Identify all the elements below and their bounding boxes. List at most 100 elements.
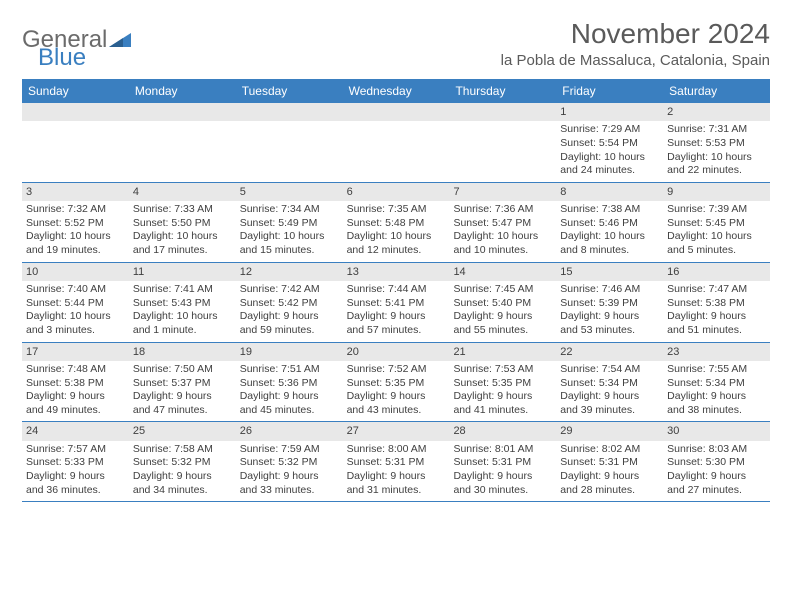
- sunset-text: Sunset: 5:35 PM: [347, 377, 446, 391]
- day-cell: 15Sunrise: 7:46 AMSunset: 5:39 PMDayligh…: [556, 263, 663, 342]
- daylight-text: Daylight: 9 hours and 57 minutes.: [347, 310, 446, 337]
- daylight-text: Daylight: 10 hours and 15 minutes.: [240, 230, 339, 257]
- day-cell: 7Sunrise: 7:36 AMSunset: 5:47 PMDaylight…: [449, 183, 556, 262]
- day-cell: [22, 103, 129, 182]
- logo-text-blue-wrap: Blue: [38, 44, 86, 72]
- day-number-empty: [236, 103, 343, 121]
- daylight-text: Daylight: 9 hours and 34 minutes.: [133, 470, 232, 497]
- calendar: Sunday Monday Tuesday Wednesday Thursday…: [22, 79, 770, 502]
- sunset-text: Sunset: 5:31 PM: [453, 456, 552, 470]
- day-number: 3: [22, 183, 129, 201]
- day-info: Sunrise: 7:32 AMSunset: 5:52 PMDaylight:…: [26, 203, 125, 258]
- sunset-text: Sunset: 5:42 PM: [240, 297, 339, 311]
- sunrise-text: Sunrise: 7:53 AM: [453, 363, 552, 377]
- sunrise-text: Sunrise: 7:31 AM: [667, 123, 766, 137]
- day-header-tue: Tuesday: [236, 79, 343, 103]
- day-number: 22: [556, 343, 663, 361]
- day-number-empty: [129, 103, 236, 121]
- day-number: 8: [556, 183, 663, 201]
- day-number: 7: [449, 183, 556, 201]
- sunrise-text: Sunrise: 7:52 AM: [347, 363, 446, 377]
- daylight-text: Daylight: 9 hours and 33 minutes.: [240, 470, 339, 497]
- sunrise-text: Sunrise: 7:36 AM: [453, 203, 552, 217]
- day-header-row: Sunday Monday Tuesday Wednesday Thursday…: [22, 79, 770, 103]
- day-number: 27: [343, 422, 450, 440]
- day-cell: 18Sunrise: 7:50 AMSunset: 5:37 PMDayligh…: [129, 343, 236, 422]
- week-row: 24Sunrise: 7:57 AMSunset: 5:33 PMDayligh…: [22, 422, 770, 502]
- day-header-wed: Wednesday: [343, 79, 450, 103]
- day-cell: 28 Sunrise: 8:01 AMSunset: 5:31 PMDayligh…: [449, 422, 556, 501]
- day-info: Sunrise: 7:55 AMSunset: 5:34 PMDaylight:…: [667, 363, 766, 418]
- day-cell: 20Sunrise: 7:52 AMSunset: 5:35 PMDayligh…: [343, 343, 450, 422]
- daylight-text: Daylight: 9 hours and 38 minutes.: [667, 390, 766, 417]
- day-info: Sunrise: 7:48 AMSunset: 5:38 PMDaylight:…: [26, 363, 125, 418]
- sunrise-text: Sunrise: 7:55 AM: [667, 363, 766, 377]
- day-cell: 4 Sunrise: 7:33 AMSunset: 5:50 PMDaylight…: [129, 183, 236, 262]
- sunrise-text: Sunrise: 7:46 AM: [560, 283, 659, 297]
- day-info: Sunrise: 7:29 AMSunset: 5:54 PMDaylight:…: [560, 123, 659, 178]
- day-number: 5: [236, 183, 343, 201]
- daylight-text: Daylight: 9 hours and 28 minutes.: [560, 470, 659, 497]
- sunrise-text: Sunrise: 7:33 AM: [133, 203, 232, 217]
- day-cell: 10Sunrise: 7:40 AMSunset: 5:44 PMDayligh…: [22, 263, 129, 342]
- day-number: 6: [343, 183, 450, 201]
- day-cell: 22Sunrise: 7:54 AMSunset: 5:34 PMDayligh…: [556, 343, 663, 422]
- day-info: Sunrise: 7:59 AMSunset: 5:32 PMDaylight:…: [240, 443, 339, 498]
- day-number: 4: [129, 183, 236, 201]
- daylight-text: Daylight: 9 hours and 36 minutes.: [26, 470, 125, 497]
- sunrise-text: Sunrise: 8:00 AM: [347, 443, 446, 457]
- day-number: 15: [556, 263, 663, 281]
- day-cell: 24Sunrise: 7:57 AMSunset: 5:33 PMDayligh…: [22, 422, 129, 501]
- day-info: Sunrise: 7:41 AMSunset: 5:43 PMDaylight:…: [133, 283, 232, 338]
- day-number: 28: [449, 422, 556, 440]
- day-cell: 1Sunrise: 7:29 AMSunset: 5:54 PMDaylight…: [556, 103, 663, 182]
- day-number: 25: [129, 422, 236, 440]
- day-cell: 26 Sunrise: 7:59 AMSunset: 5:32 PMDayligh…: [236, 422, 343, 501]
- day-info: Sunrise: 7:52 AMSunset: 5:35 PMDaylight:…: [347, 363, 446, 418]
- sunset-text: Sunset: 5:52 PM: [26, 217, 125, 231]
- month-title: November 2024: [501, 18, 770, 50]
- sunrise-text: Sunrise: 7:59 AM: [240, 443, 339, 457]
- daylight-text: Daylight: 10 hours and 10 minutes.: [453, 230, 552, 257]
- day-info: Sunrise: 7:42 AMSunset: 5:42 PMDaylight:…: [240, 283, 339, 338]
- day-number: 29: [556, 422, 663, 440]
- day-number: 26: [236, 422, 343, 440]
- sunrise-text: Sunrise: 7:54 AM: [560, 363, 659, 377]
- sunrise-text: Sunrise: 7:38 AM: [560, 203, 659, 217]
- week-row: 1Sunrise: 7:29 AMSunset: 5:54 PMDaylight…: [22, 103, 770, 183]
- daylight-text: Daylight: 9 hours and 51 minutes.: [667, 310, 766, 337]
- sunrise-text: Sunrise: 7:41 AM: [133, 283, 232, 297]
- daylight-text: Daylight: 10 hours and 5 minutes.: [667, 230, 766, 257]
- day-number-empty: [22, 103, 129, 121]
- day-number-empty: [449, 103, 556, 121]
- day-info: Sunrise: 8:01 AMSunset: 5:31 PMDaylight:…: [453, 443, 552, 498]
- daylight-text: Daylight: 10 hours and 12 minutes.: [347, 230, 446, 257]
- logo-triangle-icon: [109, 29, 131, 52]
- sunset-text: Sunset: 5:36 PM: [240, 377, 339, 391]
- day-cell: [236, 103, 343, 182]
- day-info: Sunrise: 7:31 AMSunset: 5:53 PMDaylight:…: [667, 123, 766, 178]
- day-cell: 8Sunrise: 7:38 AMSunset: 5:46 PMDaylight…: [556, 183, 663, 262]
- day-info: Sunrise: 7:33 AMSunset: 5:50 PMDaylight:…: [133, 203, 232, 258]
- daylight-text: Daylight: 10 hours and 8 minutes.: [560, 230, 659, 257]
- daylight-text: Daylight: 9 hours and 30 minutes.: [453, 470, 552, 497]
- sunset-text: Sunset: 5:40 PM: [453, 297, 552, 311]
- sunset-text: Sunset: 5:49 PM: [240, 217, 339, 231]
- day-cell: 6Sunrise: 7:35 AMSunset: 5:48 PMDaylight…: [343, 183, 450, 262]
- day-number: 10: [22, 263, 129, 281]
- day-cell: 29Sunrise: 8:02 AMSunset: 5:31 PMDayligh…: [556, 422, 663, 501]
- sunset-text: Sunset: 5:53 PM: [667, 137, 766, 151]
- day-number: 21: [449, 343, 556, 361]
- sunrise-text: Sunrise: 7:40 AM: [26, 283, 125, 297]
- daylight-text: Daylight: 10 hours and 3 minutes.: [26, 310, 125, 337]
- day-number: 17: [22, 343, 129, 361]
- sunrise-text: Sunrise: 7:35 AM: [347, 203, 446, 217]
- sunset-text: Sunset: 5:30 PM: [667, 456, 766, 470]
- day-info: Sunrise: 7:53 AMSunset: 5:35 PMDaylight:…: [453, 363, 552, 418]
- sunset-text: Sunset: 5:35 PM: [453, 377, 552, 391]
- day-header-sat: Saturday: [663, 79, 770, 103]
- day-info: Sunrise: 7:51 AMSunset: 5:36 PMDaylight:…: [240, 363, 339, 418]
- sunrise-text: Sunrise: 7:44 AM: [347, 283, 446, 297]
- sunrise-text: Sunrise: 7:50 AM: [133, 363, 232, 377]
- day-cell: 11Sunrise: 7:41 AMSunset: 5:43 PMDayligh…: [129, 263, 236, 342]
